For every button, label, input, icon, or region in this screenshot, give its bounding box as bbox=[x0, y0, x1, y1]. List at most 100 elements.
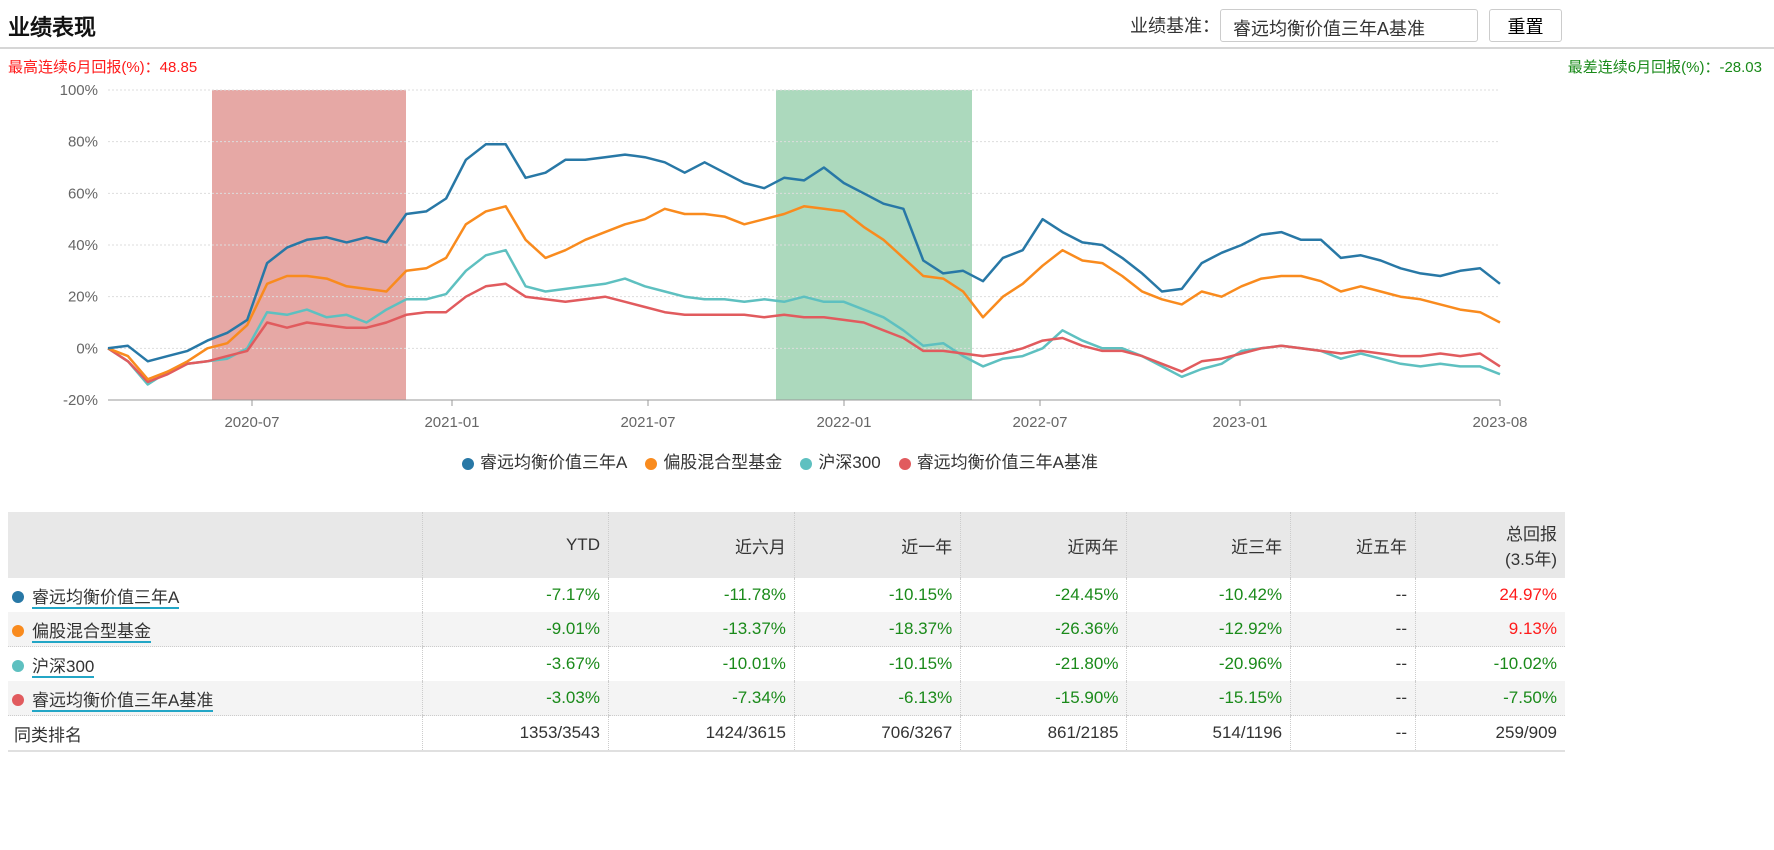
header-6m: 近六月 bbox=[607, 512, 795, 578]
legend-dot-icon bbox=[461, 457, 474, 470]
header-total-label: 总回报 bbox=[1506, 525, 1557, 544]
header-2y: 近两年 bbox=[960, 512, 1127, 578]
row-name: 睿远均衡价值三年A bbox=[8, 578, 423, 612]
cell-value: -- bbox=[1290, 646, 1416, 681]
section-title: 业绩表现 bbox=[8, 15, 97, 40]
x-tick-label: 2020-07 bbox=[224, 414, 279, 431]
rank-value: -- bbox=[1290, 715, 1416, 752]
legend-dot-icon bbox=[898, 457, 911, 470]
legend-item-hs300[interactable]: 沪深300 bbox=[800, 448, 881, 473]
header-ytd: YTD bbox=[422, 512, 609, 578]
series-line-bench bbox=[107, 282, 1501, 384]
x-tick-label: 2021-01 bbox=[424, 414, 479, 431]
row-name: 睿远均衡价值三年A基准 bbox=[8, 681, 423, 716]
header-total: 总回报 (3.5年) bbox=[1414, 512, 1565, 578]
x-tick-label: 2023-08 bbox=[1472, 414, 1527, 431]
table-row: 偏股混合型基金 -9.01% -13.37% -18.37% -26.36% -12.92… bbox=[8, 612, 1565, 647]
fund-link[interactable]: 偏股混合型基金 bbox=[32, 621, 151, 643]
legend-item-fund[interactable]: 睿远均衡价值三年A bbox=[461, 448, 627, 473]
rank-value: 861/2185 bbox=[960, 715, 1127, 752]
cell-value: -- bbox=[1290, 578, 1416, 612]
cell-value: -26.36% bbox=[960, 612, 1127, 647]
legend-label: 睿远均衡价值三年A基准 bbox=[916, 453, 1099, 472]
rank-label: 同类排名 bbox=[8, 715, 423, 752]
series-dot-icon bbox=[12, 590, 24, 603]
benchmark-select[interactable]: 睿远均衡价值三年A基准 bbox=[1220, 9, 1478, 42]
cell-value: -10.02% bbox=[1414, 646, 1565, 681]
performance-chart: 100% 80% 60% 40% 20% 0% -20% 2020-07 2021-01 2021… bbox=[60, 82, 1528, 431]
header-divider bbox=[0, 47, 1774, 49]
rank-value: 1424/3615 bbox=[607, 715, 795, 752]
header-total-period: (3.5年) bbox=[1505, 550, 1557, 569]
cell-value: -10.15% bbox=[793, 578, 961, 612]
worst-6m-return: 最差连续6月回报(%)：-28.03 bbox=[1568, 56, 1762, 77]
reset-button[interactable]: 重置 bbox=[1489, 9, 1562, 42]
rank-value: 259/909 bbox=[1414, 715, 1565, 752]
cell-value: -24.45% bbox=[960, 578, 1127, 612]
cell-value: -9.01% bbox=[422, 612, 609, 647]
table-row: 睿远均衡价值三年A -7.17% -11.78% -10.15% -24.45% -10.… bbox=[8, 578, 1565, 612]
legend-item-mixed[interactable]: 偏股混合型基金 bbox=[645, 448, 782, 473]
cell-value: -15.90% bbox=[960, 681, 1127, 716]
x-tick-label: 2023-01 bbox=[1212, 414, 1267, 431]
x-tick-label: 2022-01 bbox=[816, 414, 871, 431]
cell-value: -15.15% bbox=[1126, 681, 1291, 716]
legend-label: 偏股混合型基金 bbox=[663, 453, 783, 472]
rank-value: 1353/3543 bbox=[422, 715, 609, 752]
fund-link[interactable]: 睿远均衡价值三年A bbox=[32, 587, 180, 609]
best-label: 最高连续6月回报(%)： bbox=[8, 59, 160, 76]
legend-dot-icon bbox=[645, 457, 658, 470]
cell-value: -3.03% bbox=[422, 681, 609, 716]
worst-label: 最差连续6月回报(%)： bbox=[1567, 59, 1720, 76]
y-tick-label: 80% bbox=[68, 134, 98, 151]
row-name: 沪深300 bbox=[8, 647, 423, 682]
series-line-fund bbox=[107, 143, 1501, 363]
y-tick-label: 0% bbox=[76, 340, 98, 357]
cell-value: -- bbox=[1290, 612, 1416, 647]
legend-dot-icon bbox=[800, 457, 813, 470]
y-tick-label: 40% bbox=[68, 237, 98, 254]
cell-value: -18.37% bbox=[793, 612, 961, 647]
cell-value: -11.78% bbox=[607, 578, 795, 612]
cell-value: -20.96% bbox=[1126, 646, 1291, 681]
best-6m-return: 最高连续6月回报(%)：48.85 bbox=[8, 56, 197, 77]
best-value: 48.85 bbox=[159, 59, 198, 76]
y-tick-label: -20% bbox=[63, 392, 98, 409]
cell-value: -10.42% bbox=[1126, 578, 1291, 612]
legend-label: 沪深300 bbox=[818, 453, 881, 472]
y-tick-label: 20% bbox=[68, 289, 98, 306]
rank-value: 706/3267 bbox=[793, 715, 961, 752]
cell-value: -10.01% bbox=[607, 646, 795, 681]
cell-value: 9.13% bbox=[1414, 612, 1565, 647]
cell-value: -- bbox=[1290, 681, 1416, 716]
table-row: 睿远均衡价值三年A基准 -3.03% -7.34% -6.13% -15.90% -15.… bbox=[8, 681, 1565, 716]
cell-value: -12.92% bbox=[1126, 612, 1291, 647]
table-row: 沪深300 -3.67% -10.01% -10.15% -21.80% -20.96% -… bbox=[8, 646, 1565, 682]
fund-link[interactable]: 睿远均衡价值三年A基准 bbox=[32, 690, 214, 712]
cell-value: -10.15% bbox=[793, 646, 961, 681]
worst-value: -28.03 bbox=[1719, 59, 1762, 76]
legend-item-bench[interactable]: 睿远均衡价值三年A基准 bbox=[898, 448, 1099, 473]
series-dot-icon bbox=[12, 624, 24, 637]
fund-link[interactable]: 沪深300 bbox=[32, 656, 95, 678]
cell-value: -21.80% bbox=[960, 646, 1127, 681]
performance-table: YTD 近六月 近一年 近两年 近三年 近五年 总回报 (3.5年) 睿远均衡价值… bbox=[8, 512, 1565, 752]
cell-value: -6.13% bbox=[793, 681, 961, 716]
cell-value: -7.17% bbox=[422, 578, 609, 612]
header-1y: 近一年 bbox=[793, 512, 961, 578]
header-name bbox=[8, 512, 423, 578]
y-tick-label: 100% bbox=[60, 82, 98, 99]
rank-row: 同类排名 1353/3543 1424/3615 706/3267 861/2185 51… bbox=[8, 715, 1565, 752]
benchmark-label: 业绩基准： bbox=[1130, 16, 1220, 36]
cell-value: -13.37% bbox=[607, 612, 795, 647]
chart-legend: 睿远均衡价值三年A 偏股混合型基金 沪深300 睿远均衡价值三年A基准 bbox=[0, 448, 1560, 473]
y-tick-label: 60% bbox=[68, 185, 98, 202]
rank-value: 514/1196 bbox=[1126, 715, 1291, 752]
x-tick-label: 2021-07 bbox=[620, 414, 675, 431]
header-5y: 近五年 bbox=[1290, 512, 1416, 578]
cell-value: -3.67% bbox=[422, 646, 609, 681]
header-3y: 近三年 bbox=[1126, 512, 1291, 578]
cell-value: -7.34% bbox=[607, 681, 795, 716]
x-tick-label: 2022-07 bbox=[1012, 414, 1067, 431]
row-name: 偏股混合型基金 bbox=[8, 612, 423, 647]
